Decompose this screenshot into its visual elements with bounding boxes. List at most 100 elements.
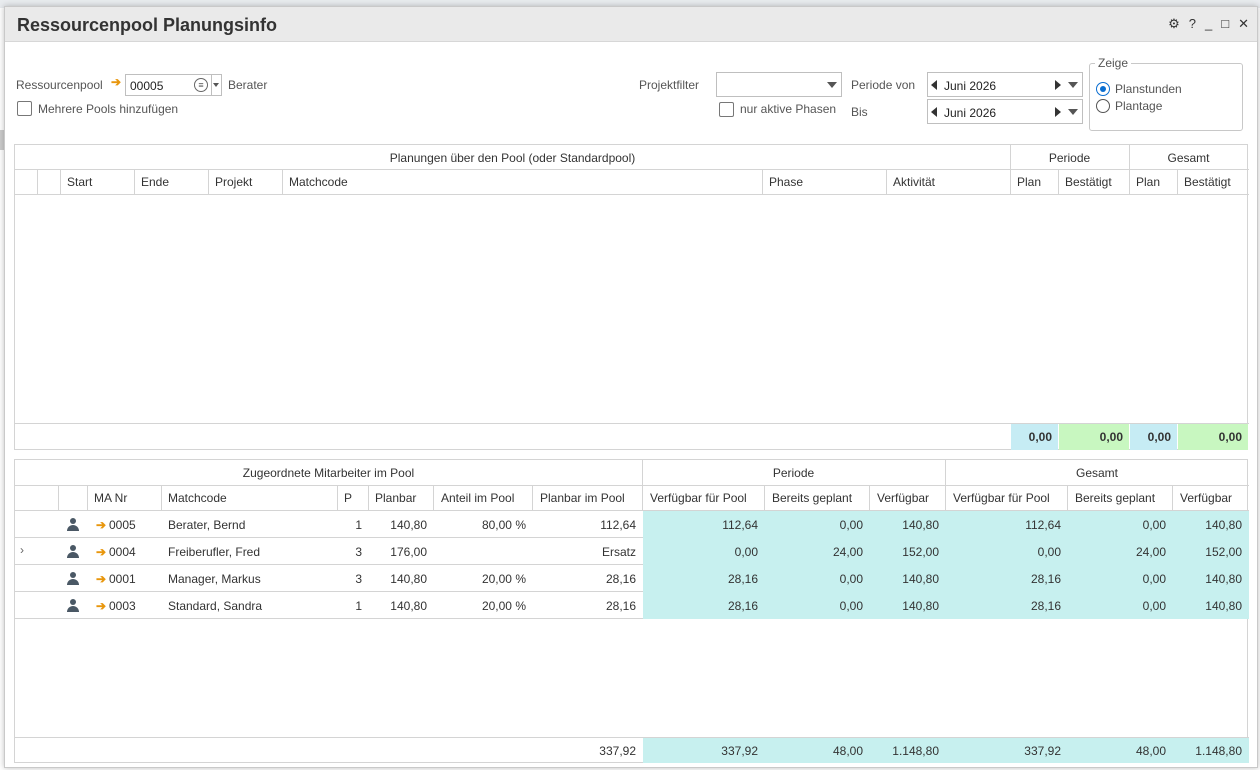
next-period-icon[interactable] xyxy=(1055,107,1061,117)
col-periode-verf[interactable]: Verfügbar xyxy=(877,491,930,505)
navigate-arrow-icon[interactable]: ➔ xyxy=(96,572,107,586)
g-verf-pool-cell: 0,00 xyxy=(1037,545,1061,559)
col-matchcode[interactable]: Matchcode xyxy=(289,175,348,189)
close-icon[interactable]: ✕ xyxy=(1238,16,1249,31)
total-gesamt-verf: 1.148,80 xyxy=(1195,744,1242,758)
navigate-arrow-icon[interactable]: ➔ xyxy=(96,518,107,532)
person-icon[interactable] xyxy=(66,599,80,612)
person-icon[interactable] xyxy=(66,545,80,558)
table-row[interactable]: › ➔ 0004 Freiberufler, Fred 3 176,00 Ersatz 0,0… xyxy=(15,538,1249,565)
col-ende[interactable]: Ende xyxy=(141,175,170,189)
pool-input[interactable]: 00005 ≡ xyxy=(125,74,212,96)
col-periode-bestaetigt[interactable]: Bestätigt xyxy=(1065,175,1112,189)
ma-nr-cell[interactable]: 0001 xyxy=(109,572,136,586)
pool-label: Ressourcenpool xyxy=(16,78,103,92)
periode-von-field[interactable]: Juni 2026 xyxy=(927,72,1083,97)
planbar-pool-cell: 28,16 xyxy=(605,572,636,586)
mitarbeiter-gesamt-header: Gesamt xyxy=(1075,466,1118,480)
table-row[interactable]: ➔ 0005 Berater, Bernd 1 140,80 80,00 % 112,64 1… xyxy=(15,511,1249,538)
planbar-cell: 140,80 xyxy=(390,572,427,586)
planbar-cell: 140,80 xyxy=(390,599,427,613)
row-divider xyxy=(15,618,643,619)
periode-von-label: Periode von xyxy=(851,78,916,92)
navigate-arrow-icon[interactable]: ➔ xyxy=(111,75,122,89)
previous-period-icon[interactable] xyxy=(931,107,937,117)
ma-nr-cell[interactable]: 0005 xyxy=(109,518,136,532)
minimize-icon[interactable]: _ xyxy=(1205,16,1213,31)
col-ma-nr[interactable]: MA Nr xyxy=(94,491,128,505)
col-phase[interactable]: Phase xyxy=(769,175,804,189)
planungen-gesamt-header: Gesamt xyxy=(1167,151,1210,165)
col-matchcode[interactable]: Matchcode xyxy=(168,491,227,505)
table-row[interactable]: ➔ 0003 Standard, Sandra 1 140,80 20,00 % 28,16… xyxy=(15,592,1249,619)
col-periode-verf-pool[interactable]: Verfügbar für Pool xyxy=(650,491,747,505)
col-gesamt-verf-pool[interactable]: Verfügbar für Pool xyxy=(953,491,1050,505)
p-verf-pool-cell: 28,16 xyxy=(727,599,758,613)
table-row[interactable]: ➔ 0001 Manager, Markus 3 140,80 20,00 % 28,16 2… xyxy=(15,565,1249,592)
person-icon[interactable] xyxy=(66,518,80,531)
planbar-cell: 140,80 xyxy=(390,518,427,532)
col-planbar-pool[interactable]: Planbar im Pool xyxy=(540,491,625,505)
col-aktivitaet[interactable]: Aktivität xyxy=(893,175,936,189)
nur-aktive-checkbox[interactable] xyxy=(719,102,734,117)
multiple-pools-label: Mehrere Pools hinzufügen xyxy=(38,102,179,116)
col-periode-plan[interactable]: Plan xyxy=(1017,175,1042,189)
col-gesamt-plan[interactable]: Plan xyxy=(1136,175,1161,189)
chevron-down-icon[interactable] xyxy=(1068,109,1078,115)
nur-aktive-label: nur aktive Phasen xyxy=(740,102,837,116)
planungsinfo-dialog: Ressourcenpool Planungsinfo ⚙ ? _ □ ✕ Re… xyxy=(4,6,1258,768)
projektfilter-select[interactable] xyxy=(716,72,842,97)
g-geplant-cell: 0,00 xyxy=(1142,518,1166,532)
total-gesamt-plan: 0,00 xyxy=(1147,430,1171,444)
planstunden-label: Planstunden xyxy=(1115,82,1182,96)
planbar-cell: 176,00 xyxy=(390,545,427,559)
col-projekt[interactable]: Projekt xyxy=(215,175,253,189)
navigate-arrow-icon[interactable]: ➔ xyxy=(96,599,107,613)
p-geplant-cell: 0,00 xyxy=(839,599,863,613)
col-anteil[interactable]: Anteil im Pool xyxy=(441,491,515,505)
col-periode-geplant[interactable]: Bereits geplant xyxy=(772,491,853,505)
bis-label: Bis xyxy=(851,105,868,119)
pool-dropdown-button[interactable] xyxy=(212,74,222,96)
col-start[interactable]: Start xyxy=(67,175,93,189)
previous-period-icon[interactable] xyxy=(931,80,937,90)
help-icon[interactable]: ? xyxy=(1188,16,1196,31)
total-periode-verf: 1.148,80 xyxy=(892,744,939,758)
bis-field[interactable]: Juni 2026 xyxy=(927,99,1083,124)
col-planbar[interactable]: Planbar xyxy=(375,491,417,505)
expand-chevron-icon[interactable]: › xyxy=(20,543,24,557)
total-periode-geplant: 48,00 xyxy=(832,744,863,758)
maximize-icon[interactable]: □ xyxy=(1221,16,1230,31)
chevron-down-icon[interactable] xyxy=(1068,82,1078,88)
row-divider xyxy=(15,537,643,538)
planbar-pool-cell: 112,64 xyxy=(600,518,636,532)
next-period-icon[interactable] xyxy=(1055,80,1061,90)
availability-highlight xyxy=(643,511,1249,619)
planbar-pool-cell: 28,16 xyxy=(605,599,636,613)
totals-cell-bg xyxy=(1059,424,1129,450)
col-p[interactable]: P xyxy=(344,491,353,505)
navigate-arrow-icon[interactable]: ➔ xyxy=(96,545,107,559)
total-gesamt-verf-pool: 337,92 xyxy=(1024,744,1061,758)
col-gesamt-verf[interactable]: Verfügbar xyxy=(1180,491,1233,505)
g-verf-pool-cell: 112,64 xyxy=(1025,518,1061,532)
col-gesamt-geplant[interactable]: Bereits geplant xyxy=(1075,491,1156,505)
p-geplant-cell: 0,00 xyxy=(839,572,863,586)
col-gesamt-bestaetigt[interactable]: Bestätigt xyxy=(1184,175,1231,189)
total-periode-plan: 0,00 xyxy=(1028,430,1052,444)
p-cell: 1 xyxy=(355,518,362,532)
gear-icon[interactable]: ⚙ xyxy=(1168,16,1180,31)
multiple-pools-checkbox[interactable] xyxy=(17,101,32,116)
chevron-down-icon xyxy=(213,83,219,87)
person-icon[interactable] xyxy=(66,572,80,585)
total-gesamt-geplant: 48,00 xyxy=(1135,744,1166,758)
mitarbeiter-group-title: Zugeordnete Mitarbeiter im Pool xyxy=(242,466,415,480)
plantage-radio[interactable] xyxy=(1096,99,1110,113)
mitarbeiter-table: Zugeordnete Mitarbeiter im Pool Periode … xyxy=(14,459,1249,763)
value-help-icon[interactable]: ≡ xyxy=(194,78,208,92)
ma-nr-cell[interactable]: 0003 xyxy=(109,599,136,613)
ma-nr-cell[interactable]: 0004 xyxy=(109,545,136,559)
planstunden-radio[interactable] xyxy=(1096,82,1110,96)
chevron-down-icon xyxy=(827,82,837,88)
planungen-periode-header: Periode xyxy=(1048,151,1091,165)
